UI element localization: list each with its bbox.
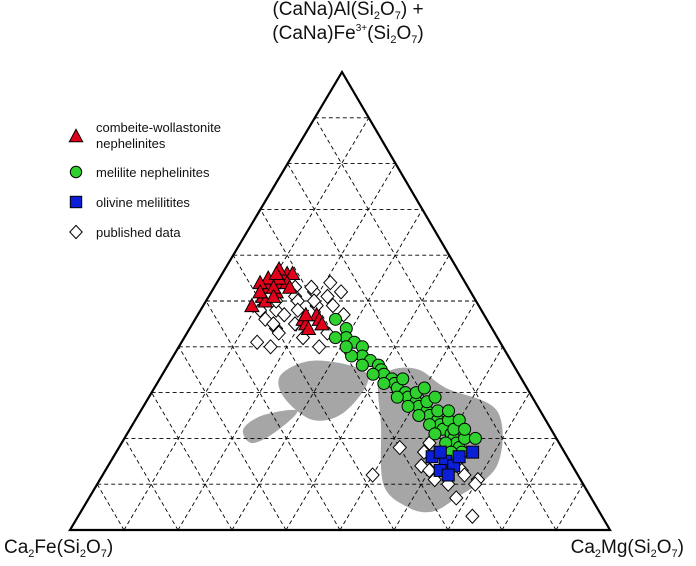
data-point-diamond — [277, 307, 292, 323]
data-point-triangle — [314, 315, 330, 331]
top-vertex-line-1: (CaNa)Al(Si2O7) + — [272, 0, 424, 22]
data-point-triangle — [244, 297, 260, 313]
data-point-diamond — [333, 284, 349, 300]
data-point-diamond — [392, 439, 407, 456]
data-point-circle — [458, 422, 472, 436]
data-point-circle — [329, 312, 343, 326]
left-vertex-label: Ca2Fe(Si2O7) — [4, 537, 114, 560]
legend-label: combeite-wollastonite nephelinites — [96, 120, 221, 151]
grid-line — [501, 438, 557, 531]
data-point-square — [452, 450, 466, 464]
legend-circle-icon — [69, 165, 83, 179]
data-point-circle — [412, 409, 426, 422]
grid-line — [555, 483, 584, 531]
shaded-field — [278, 360, 369, 421]
data-point-triangle — [265, 288, 282, 303]
data-point-diamond — [465, 508, 480, 524]
data-point-diamond — [266, 316, 281, 332]
grid-line — [285, 254, 450, 531]
shaded-field — [242, 409, 298, 444]
data-point-diamond — [304, 279, 319, 295]
data-point-circle — [468, 431, 482, 445]
data-point-circle — [355, 358, 369, 372]
top-vertex-label: (CaNa)Al(Si2O7) + (CaNa)Fe3+(Si2O7) — [0, 0, 696, 48]
data-point-diamond — [320, 288, 335, 305]
data-point-triangle — [298, 306, 314, 322]
data-point-circle — [442, 404, 456, 418]
data-point-circle — [339, 340, 353, 354]
data-point-square — [441, 468, 455, 482]
data-point-triangle — [284, 265, 301, 281]
data-point-diamond — [323, 274, 338, 291]
legend-triangle-icon — [68, 128, 84, 143]
data-point-diamond — [306, 293, 322, 309]
data-point-circle — [428, 427, 442, 441]
data-point-circle — [390, 390, 404, 404]
data-point-triangle — [281, 279, 298, 294]
data-point-circle — [401, 399, 415, 413]
data-points — [244, 260, 486, 524]
grid-line — [339, 300, 477, 531]
data-point-square — [466, 445, 480, 459]
grid-line — [151, 392, 233, 531]
legend-diamond-icon — [69, 224, 83, 240]
grid-line — [447, 392, 530, 531]
series-circle — [328, 312, 482, 459]
data-point-diamond — [271, 325, 286, 341]
data-point-triangle — [300, 320, 317, 335]
grid-line — [260, 209, 449, 531]
data-point-diamond — [312, 339, 327, 355]
data-point-circle — [377, 376, 391, 390]
data-point-circle — [328, 331, 342, 345]
legend: combeite-wollastonite nephelinites melilit… — [68, 120, 221, 240]
data-point-triangle — [268, 265, 285, 281]
data-point-circle — [366, 367, 380, 381]
series-diamond — [249, 274, 486, 524]
grid-line — [205, 300, 341, 531]
data-point-diamond — [263, 339, 278, 355]
top-vertex-line-2: (CaNa)Fe3+(Si2O7) — [272, 23, 424, 46]
grid-line — [178, 346, 287, 531]
series-triangle — [244, 260, 330, 335]
legend-square-icon — [69, 195, 83, 209]
grid-line — [96, 483, 125, 531]
grid-line — [314, 117, 557, 531]
grid-line — [124, 438, 179, 531]
data-point-diamond — [249, 334, 265, 350]
right-vertex-label: Ca2Mg(Si2O7) — [570, 537, 684, 560]
data-point-circle — [396, 372, 410, 386]
data-point-circle — [428, 390, 442, 404]
data-point-diamond — [457, 467, 472, 483]
data-point-diamond — [365, 467, 380, 483]
grid-line — [123, 117, 370, 531]
data-point-triangle — [252, 283, 268, 299]
legend-label: melilite nephelinites — [96, 165, 210, 180]
data-point-diamond — [449, 490, 464, 506]
data-point-diamond — [468, 476, 483, 492]
data-point-diamond — [290, 302, 305, 318]
data-point-circle — [431, 404, 445, 418]
series-square — [425, 445, 480, 482]
data-point-diamond — [325, 297, 341, 314]
legend-label: published data — [96, 225, 181, 240]
grid-line — [231, 209, 423, 531]
data-point-square — [433, 445, 447, 459]
legend-label: olivine melilitites — [96, 195, 190, 210]
data-point-circle — [417, 381, 431, 395]
triangle-frame — [68, 69, 612, 532]
